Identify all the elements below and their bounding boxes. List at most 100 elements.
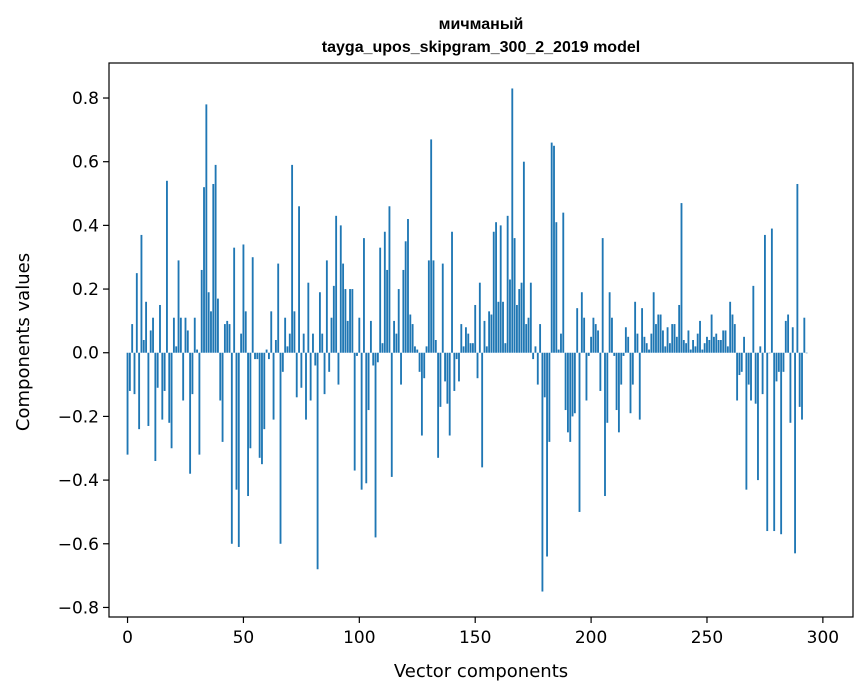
- bar-16: [163, 352, 166, 391]
- bar-170: [520, 282, 523, 353]
- bar-23: [179, 317, 182, 353]
- bar-154: [483, 320, 486, 353]
- bar-26: [186, 330, 189, 353]
- bar-293: [805, 352, 808, 354]
- bar-285: [787, 314, 790, 353]
- bar-268: [747, 352, 750, 385]
- bar-204: [599, 352, 602, 391]
- bar-112: [386, 269, 389, 353]
- bar-43: [226, 320, 229, 353]
- bar-261: [731, 314, 734, 353]
- bar-149: [471, 343, 474, 353]
- bar-110: [381, 343, 384, 353]
- bar-113: [388, 206, 391, 353]
- bar-94: [344, 289, 347, 353]
- bar-37: [212, 183, 215, 353]
- bar-21: [175, 346, 178, 353]
- bar-96: [349, 289, 351, 353]
- bar-2: [131, 324, 134, 353]
- bar-123: [411, 324, 414, 353]
- bar-97: [351, 289, 354, 353]
- bar-168: [516, 304, 518, 353]
- bar-139: [448, 352, 451, 436]
- bar-3: [133, 352, 136, 395]
- bar-19: [170, 352, 173, 449]
- bar-247: [699, 320, 701, 353]
- bar-71: [291, 164, 294, 353]
- bar-81: [314, 352, 317, 366]
- bar-279: [773, 352, 776, 532]
- y-axis-label: Components values: [13, 253, 34, 431]
- bar-35: [207, 292, 210, 353]
- bar-74: [298, 206, 300, 353]
- bar-75: [300, 352, 303, 388]
- bar-272: [757, 352, 759, 481]
- bar-13: [156, 352, 159, 388]
- bar-229: [657, 314, 660, 353]
- bar-136: [441, 263, 444, 353]
- bar-181: [546, 352, 548, 557]
- bar-109: [379, 247, 382, 353]
- bar-160: [497, 301, 500, 353]
- bar-146: [465, 327, 467, 353]
- bar-133: [434, 340, 437, 353]
- bar-249: [703, 343, 706, 353]
- bar-278: [770, 228, 773, 353]
- bar-158: [492, 231, 495, 353]
- bar-189: [564, 352, 567, 411]
- bar-104: [367, 352, 370, 411]
- x-tick-label: 100: [343, 628, 375, 648]
- bar-9: [147, 352, 150, 426]
- x-tick-label: 150: [459, 628, 491, 648]
- bar-291: [801, 352, 803, 420]
- bar-234: [668, 343, 671, 353]
- bar-85: [323, 352, 326, 395]
- bar-194: [576, 308, 579, 353]
- bar-72: [293, 311, 296, 353]
- bar-131: [430, 139, 433, 353]
- bar-211: [615, 352, 618, 411]
- bar-140: [451, 231, 453, 353]
- bar-29: [193, 317, 196, 353]
- bar-277: [768, 352, 771, 354]
- bar-152: [478, 282, 481, 353]
- bar-47: [235, 352, 238, 490]
- bar-28: [191, 352, 194, 395]
- bar-106: [372, 352, 375, 366]
- bar-151: [476, 352, 479, 379]
- bar-187: [560, 333, 562, 353]
- bar-219: [634, 301, 637, 353]
- bar-61: [268, 352, 270, 360]
- y-tick-label: 0.8: [72, 89, 99, 109]
- bar-222: [641, 308, 644, 353]
- bar-218: [631, 352, 634, 385]
- bar-183: [550, 142, 553, 353]
- bar-137: [444, 352, 446, 382]
- y-tick-label: 0.2: [72, 280, 99, 300]
- bar-44: [228, 324, 231, 353]
- bar-64: [274, 340, 277, 353]
- bar-233: [666, 327, 669, 353]
- bar-122: [409, 314, 412, 353]
- bar-232: [664, 346, 667, 353]
- bar-235: [671, 324, 674, 353]
- bar-124: [414, 346, 416, 353]
- bar-135: [439, 352, 442, 407]
- bar-50: [242, 244, 245, 353]
- plot-frame: [108, 62, 854, 618]
- bar-185: [555, 222, 558, 353]
- y-tick-label: 0.0: [72, 344, 99, 364]
- bar-148: [469, 343, 472, 353]
- bar-266: [743, 336, 745, 353]
- bar-17: [166, 180, 168, 353]
- bar-171: [522, 161, 525, 353]
- bar-36: [210, 311, 212, 353]
- bar-127: [420, 352, 423, 436]
- bar-70: [288, 333, 291, 353]
- bar-34: [205, 104, 208, 353]
- bar-12: [154, 352, 157, 461]
- bar-193: [573, 352, 576, 414]
- bar-212: [617, 352, 620, 433]
- bar-224: [645, 343, 648, 353]
- bar-42: [223, 324, 226, 353]
